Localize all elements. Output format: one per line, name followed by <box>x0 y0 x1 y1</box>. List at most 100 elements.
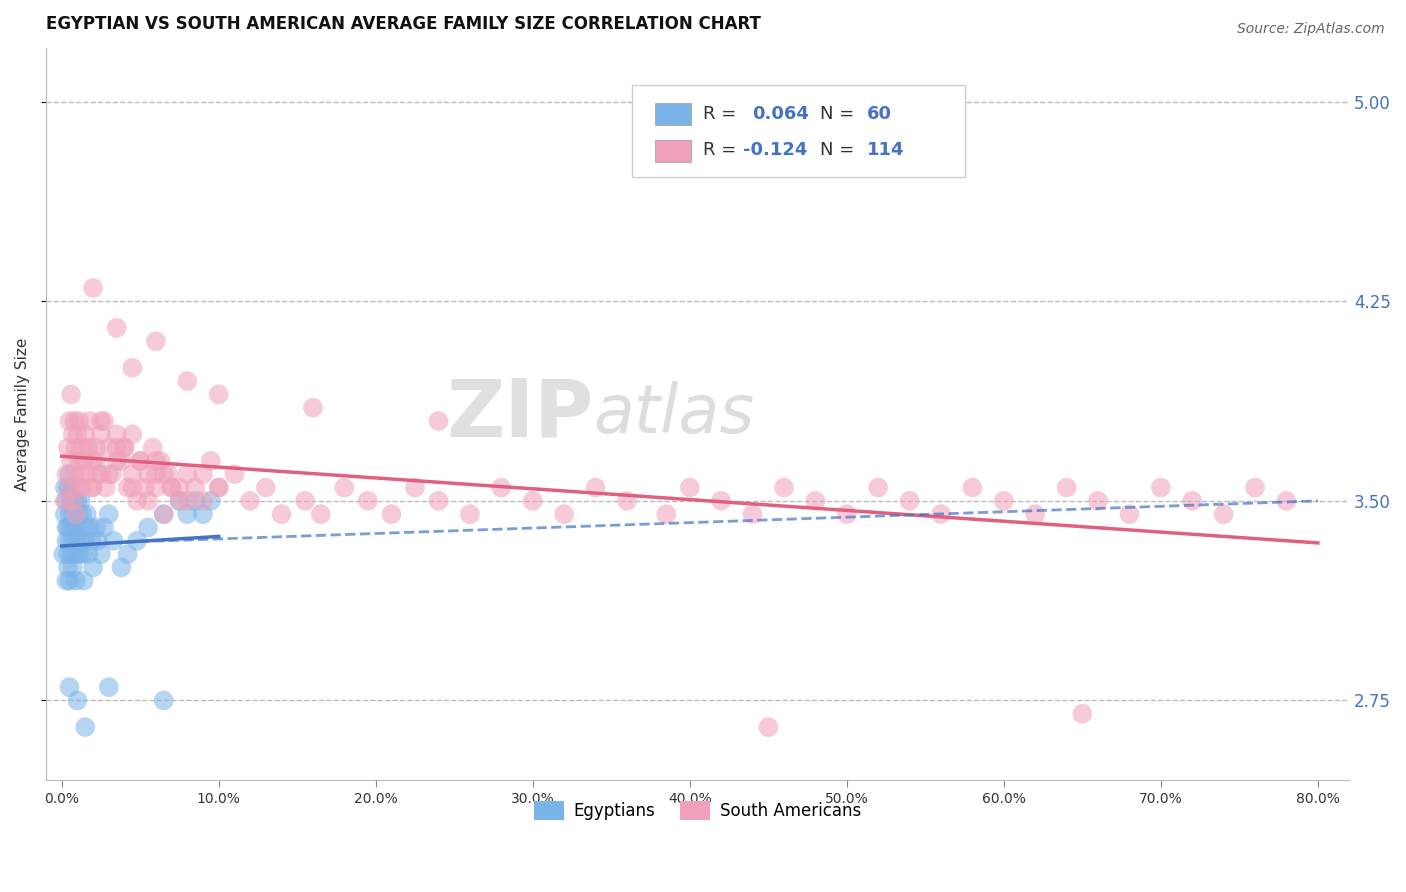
Point <box>84 441 107 455</box>
Point <box>208 481 231 495</box>
Point <box>169 494 191 508</box>
Point <box>710 494 733 508</box>
Point <box>176 374 198 388</box>
Point <box>427 414 450 428</box>
Point <box>82 560 104 574</box>
Point <box>270 507 292 521</box>
Point <box>114 441 136 455</box>
Point <box>427 494 450 508</box>
Point <box>84 520 107 534</box>
Point <box>145 467 167 482</box>
Point <box>75 520 97 534</box>
Text: 114: 114 <box>868 141 904 159</box>
Point <box>97 680 120 694</box>
Point <box>522 494 544 508</box>
Point <box>66 481 89 495</box>
Point <box>110 560 132 574</box>
Point <box>75 720 97 734</box>
FancyBboxPatch shape <box>633 85 965 177</box>
Point <box>176 507 198 521</box>
Point <box>773 481 796 495</box>
Point <box>58 414 80 428</box>
Text: -0.124: -0.124 <box>744 141 807 159</box>
Point <box>56 520 79 534</box>
Point <box>208 481 231 495</box>
Point <box>169 481 191 495</box>
Point <box>82 454 104 468</box>
Point <box>1056 481 1078 495</box>
Point <box>142 441 165 455</box>
Point <box>56 441 79 455</box>
Point <box>66 520 89 534</box>
Point <box>134 481 156 495</box>
Point <box>58 533 80 548</box>
Point <box>136 467 159 482</box>
Point <box>65 507 87 521</box>
Point <box>152 507 174 521</box>
Point <box>149 454 172 468</box>
Point <box>62 560 84 574</box>
Point <box>87 467 110 482</box>
Point <box>176 494 198 508</box>
Point <box>309 507 332 521</box>
Point <box>357 494 380 508</box>
Point <box>1087 494 1109 508</box>
Point <box>105 454 128 468</box>
Point <box>65 507 87 521</box>
Point <box>58 467 80 482</box>
Point <box>145 454 167 468</box>
Text: R =: R = <box>703 141 742 159</box>
Point <box>294 494 316 508</box>
Point <box>63 547 86 561</box>
Point <box>117 547 139 561</box>
Point <box>66 427 89 442</box>
Text: Source: ZipAtlas.com: Source: ZipAtlas.com <box>1237 22 1385 37</box>
Point <box>80 533 103 548</box>
Point <box>82 481 104 495</box>
Point <box>1024 507 1046 521</box>
Point <box>929 507 952 521</box>
Point <box>224 467 246 482</box>
Point <box>62 481 84 495</box>
Point <box>69 494 91 508</box>
Point <box>58 507 80 521</box>
Point <box>67 507 90 521</box>
Point <box>62 533 84 548</box>
Point <box>76 507 98 521</box>
Point <box>152 693 174 707</box>
Point <box>105 441 128 455</box>
Point <box>56 547 79 561</box>
Point <box>62 494 84 508</box>
Point <box>101 467 124 482</box>
Point <box>1118 507 1140 521</box>
Point <box>70 481 93 495</box>
Point <box>58 481 80 495</box>
Point <box>63 494 86 508</box>
Point <box>94 481 117 495</box>
Point <box>136 494 159 508</box>
Point <box>97 507 120 521</box>
Point <box>97 467 120 482</box>
Point <box>962 481 984 495</box>
Point <box>404 481 426 495</box>
Point <box>87 533 110 548</box>
Text: 60: 60 <box>868 104 891 122</box>
Point <box>125 494 148 508</box>
Point <box>75 427 97 442</box>
Legend: Egyptians, South Americans: Egyptians, South Americans <box>527 794 869 827</box>
Point <box>333 481 356 495</box>
Point <box>458 507 481 521</box>
Point <box>66 693 89 707</box>
Point <box>65 441 87 455</box>
Point <box>157 467 180 482</box>
Point <box>63 520 86 534</box>
Point <box>60 454 83 468</box>
Point <box>73 574 96 588</box>
Point <box>65 533 87 548</box>
Point <box>90 547 112 561</box>
Point <box>125 533 148 548</box>
Text: 0.064: 0.064 <box>752 104 810 122</box>
Text: N =: N = <box>820 104 860 122</box>
Point <box>66 494 89 508</box>
Point <box>176 467 198 482</box>
